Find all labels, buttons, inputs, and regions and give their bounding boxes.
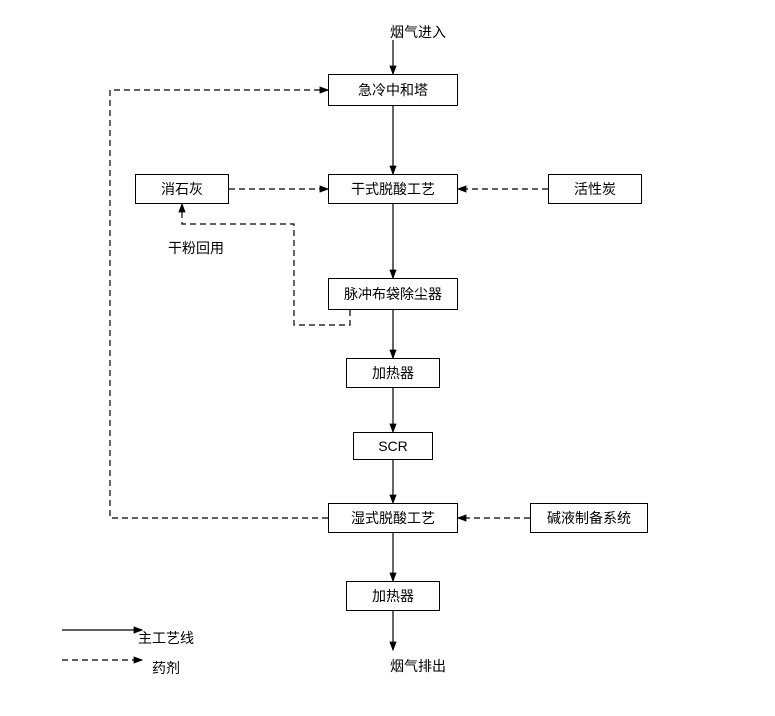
activated-carbon-node: 活性炭	[548, 174, 642, 204]
flue-gas-out-label: 烟气排出	[390, 656, 446, 676]
flue-gas-in-label: 烟气进入	[390, 22, 446, 42]
bag-filter-node: 脉冲布袋除尘器	[328, 278, 458, 310]
heater2-node: 加热器	[346, 581, 440, 611]
legend-reagent-label: 药剂	[152, 658, 180, 678]
heater1-node: 加热器	[346, 358, 440, 388]
dry-powder-recycle-label: 干粉回用	[168, 238, 224, 258]
edge-bag_filter_btm-to-slaked_lime_btm	[182, 204, 350, 325]
quench-tower-node: 急冷中和塔	[328, 74, 458, 106]
edge-wet_deacid_left-to-quench_tower_left	[110, 90, 328, 518]
alkali-system-node: 碱液制备系统	[530, 503, 648, 533]
dry-deacid-node: 干式脱酸工艺	[328, 174, 458, 204]
legend-main-label: 主工艺线	[138, 628, 194, 648]
scr-node: SCR	[353, 432, 433, 460]
slaked-lime-node: 消石灰	[135, 174, 229, 204]
wet-deacid-node: 湿式脱酸工艺	[328, 503, 458, 533]
